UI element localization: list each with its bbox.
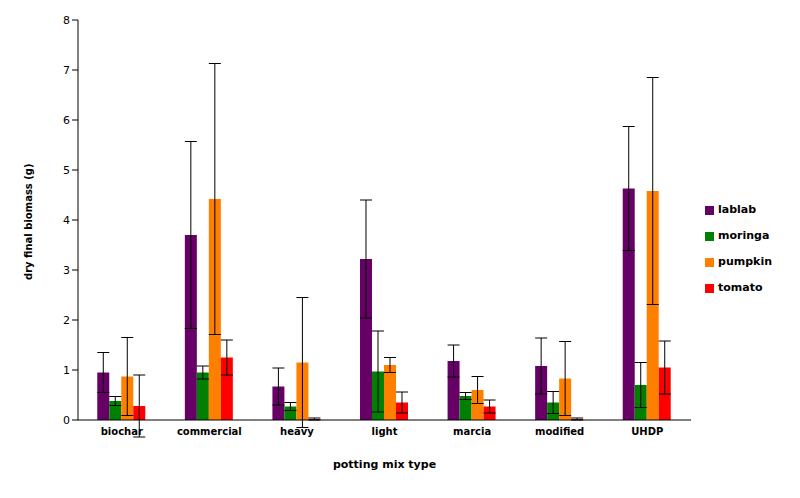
svg-text:dry final biomass (g): dry final biomass (g) xyxy=(23,163,34,280)
html-text:moringa: moringa xyxy=(718,229,770,242)
svg-text:potting mix type: potting mix type xyxy=(333,458,436,471)
svg-text:commercial: commercial xyxy=(177,426,242,437)
svg-text:7: 7 xyxy=(63,64,70,77)
svg-text:0: 0 xyxy=(63,414,70,427)
svg-text:5: 5 xyxy=(63,164,70,177)
svg-text:light: light xyxy=(372,426,398,437)
svg-text:1: 1 xyxy=(63,364,70,377)
svg-text:8: 8 xyxy=(63,14,70,27)
svg-text:modified: modified xyxy=(535,426,584,437)
svg-text:marcia: marcia xyxy=(453,426,491,437)
svg-text:biochar: biochar xyxy=(101,426,143,437)
svg-text:2: 2 xyxy=(63,314,70,327)
svg-text:6: 6 xyxy=(63,114,70,127)
html-text:tomato: tomato xyxy=(718,281,763,294)
html-text:pumpkin: pumpkin xyxy=(718,255,772,268)
svg-text:4: 4 xyxy=(63,214,70,227)
html-text:lablab: lablab xyxy=(718,203,757,216)
svg-text:heavy: heavy xyxy=(280,426,314,437)
svg-text:3: 3 xyxy=(63,264,70,277)
svg-text:UHDP: UHDP xyxy=(631,426,663,437)
